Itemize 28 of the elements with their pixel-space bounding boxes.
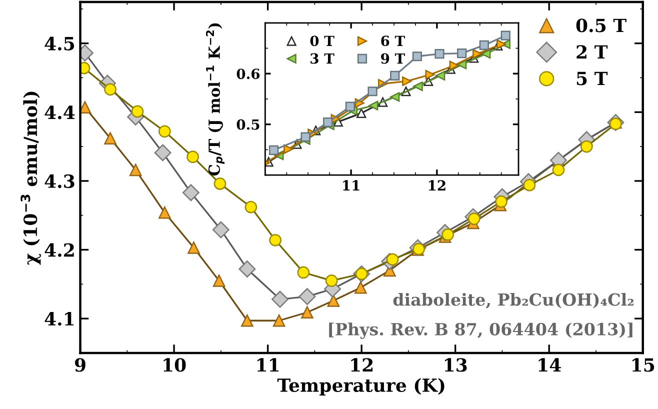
y-tick-label: 4.1 xyxy=(44,312,74,326)
annotation: diaboleite, Pb₂Cu(OH)₄Cl₂ xyxy=(393,292,634,308)
x-axis-title: Temperature (K) xyxy=(277,378,444,396)
y-tick-label: 4.4 xyxy=(44,106,75,120)
x-tick-label: 11 xyxy=(257,358,279,372)
x-tick-label: 12 xyxy=(428,180,446,190)
y-tick-label: 4.5 xyxy=(44,36,74,50)
legend-label: 2 T xyxy=(576,45,608,59)
x-tick-label: 15 xyxy=(632,358,654,372)
x-tick-label: 13 xyxy=(444,358,467,372)
legend-label: 6 T xyxy=(381,36,405,46)
x-tick-label: 10 xyxy=(164,358,186,372)
x-tick-label: 12 xyxy=(351,358,373,372)
legend-label: 5 T xyxy=(576,72,608,86)
x-tick-label: 9 xyxy=(74,358,86,372)
x-tick-label: 11 xyxy=(343,180,360,190)
y-axis-title: C$_{p}$/T (J mol$^{−1}$ K$^{−2}$) xyxy=(206,23,225,176)
y-axis-title: χ (10$^{−3}$ emu/mol) xyxy=(20,92,41,265)
y-tick-label: 4.3 xyxy=(44,174,74,188)
annotation: [Phys. Rev. B 87, 064404 (2013)] xyxy=(329,322,632,339)
legend-label: 0.5 T xyxy=(576,18,626,32)
legend-label: 9 T xyxy=(381,53,405,64)
legend-label: 3 T xyxy=(310,53,334,64)
y-tick-label: 4.2 xyxy=(44,243,74,257)
y-tick-label: 0.5 xyxy=(236,119,260,130)
x-tick-label: 14 xyxy=(538,358,561,372)
y-tick-label: 0.6 xyxy=(236,68,260,80)
legend-label: 0 T xyxy=(310,36,334,46)
